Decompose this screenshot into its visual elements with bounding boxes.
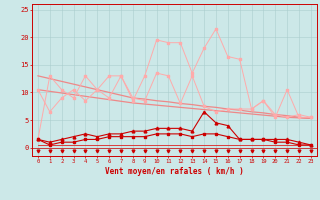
X-axis label: Vent moyen/en rafales ( km/h ): Vent moyen/en rafales ( km/h ) <box>105 167 244 176</box>
